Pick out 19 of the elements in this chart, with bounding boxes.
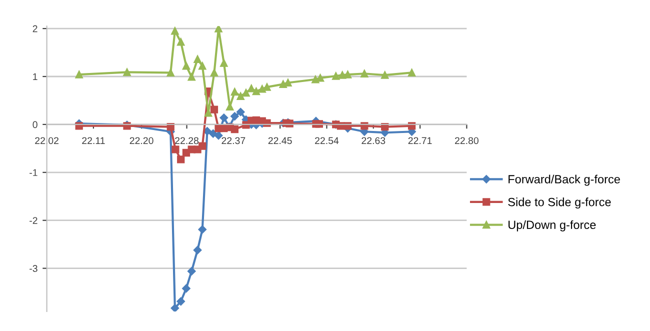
x-tick-label: 22.54 xyxy=(315,137,339,144)
y-tick-label: 1 xyxy=(33,73,38,80)
y-tick-label: -1 xyxy=(30,169,38,176)
x-tick-label: 22.28 xyxy=(175,137,199,144)
x-tick-label: 22.02 xyxy=(35,137,58,144)
x-tick-label: 22.20 xyxy=(130,137,154,144)
y-tick-label: 0 xyxy=(32,121,38,128)
y-tick-label: 2 xyxy=(32,25,38,32)
x-tick-label: 22.71 xyxy=(408,137,432,144)
y-tick-label: -3 xyxy=(30,265,38,272)
x-tick-label: 22.11 xyxy=(82,137,105,144)
x-tick-label: 22.37 xyxy=(222,137,246,144)
legend-label: Up/Down g-force xyxy=(508,220,596,232)
x-tick-label: 22.80 xyxy=(455,137,478,144)
y-tick-label: -2 xyxy=(30,217,38,224)
x-tick-label: 22.45 xyxy=(268,137,292,144)
legend-label: Forward/Back g-force xyxy=(508,174,620,186)
x-tick-label: 22.63 xyxy=(362,137,386,144)
legend-label: Side to Side g-force xyxy=(508,198,611,209)
